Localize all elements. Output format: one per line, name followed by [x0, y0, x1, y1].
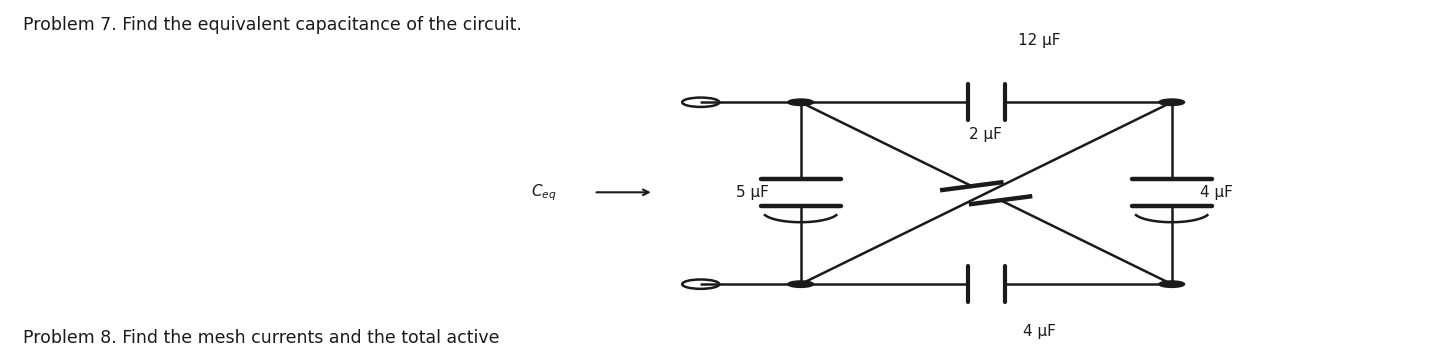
Text: 4 μF: 4 μF — [1200, 185, 1233, 200]
Text: 12 μF: 12 μF — [1018, 33, 1061, 48]
Text: 5 μF: 5 μF — [736, 185, 769, 200]
Text: 4 μF: 4 μF — [1024, 324, 1057, 339]
Circle shape — [788, 281, 814, 287]
Text: Problem 7. Find the equivalent capacitance of the circuit.: Problem 7. Find the equivalent capacitan… — [23, 16, 522, 34]
Circle shape — [1158, 281, 1184, 287]
Circle shape — [788, 99, 814, 106]
Text: $C_{eq}$: $C_{eq}$ — [531, 182, 556, 203]
Text: Problem 8. Find the mesh currents and the total active: Problem 8. Find the mesh currents and th… — [23, 329, 499, 347]
Circle shape — [1158, 99, 1184, 106]
Text: 2 μF: 2 μF — [970, 127, 1002, 142]
